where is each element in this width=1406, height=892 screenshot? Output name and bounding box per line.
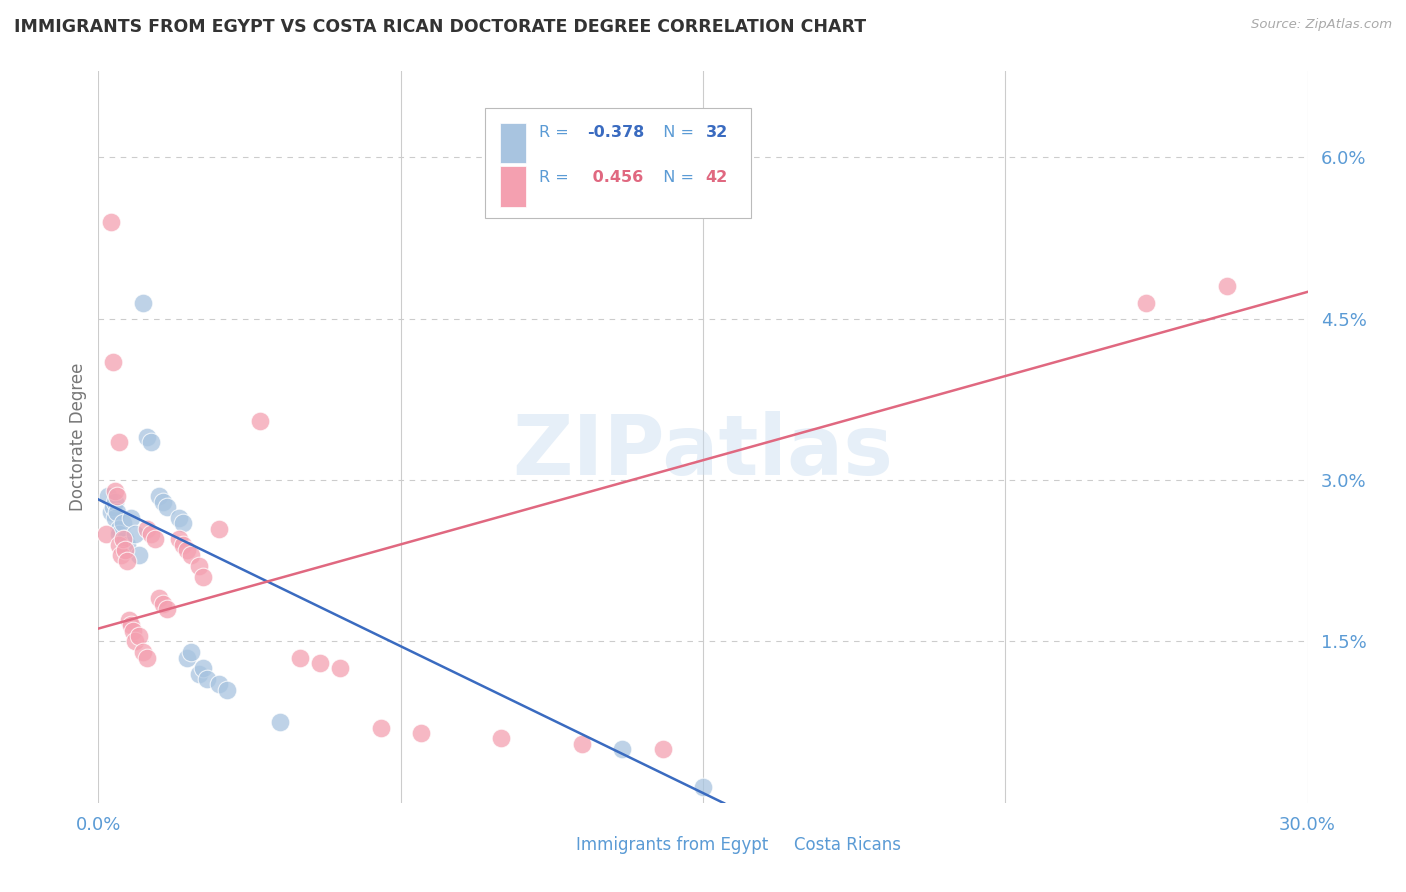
Point [571, 737, 593, 751]
Point [101, 500, 124, 514]
Bar [485, 108, 751, 218]
Point [188, 559, 211, 574]
Point [152, 494, 174, 508]
Point [96, 527, 118, 541]
Point [132, 295, 155, 310]
Point [156, 602, 179, 616]
Point [114, 543, 136, 558]
Text: ZIPatlas: ZIPatlas [513, 411, 893, 492]
Point [101, 355, 124, 369]
Point [124, 634, 146, 648]
Text: Source: ZipAtlas.com: Source: ZipAtlas.com [1251, 18, 1392, 31]
Point [180, 645, 202, 659]
Point [172, 538, 194, 552]
Point [115, 554, 138, 568]
Point [114, 533, 136, 547]
Point [309, 656, 332, 670]
Point [193, 661, 215, 675]
Point [612, 742, 634, 756]
Text: Costa Ricans: Costa Ricans [793, 836, 901, 855]
Text: 0.456: 0.456 [586, 170, 643, 186]
Point [115, 538, 138, 552]
Point [409, 726, 432, 740]
Point [329, 661, 352, 675]
Point [135, 430, 157, 444]
Y-axis label: Doctorate Degree: Doctorate Degree [69, 363, 87, 511]
Point [1216, 279, 1239, 293]
Point [105, 505, 128, 519]
Text: R =: R = [538, 170, 574, 186]
Text: 42: 42 [706, 170, 728, 186]
Point [143, 533, 166, 547]
Bar [758, 829, 787, 858]
Point [208, 677, 231, 691]
Point [176, 543, 198, 558]
Point [105, 489, 128, 503]
Point [111, 533, 134, 547]
Point [135, 521, 157, 535]
Point [217, 682, 239, 697]
Bar [501, 122, 526, 163]
Point [269, 715, 291, 730]
Point [107, 527, 129, 541]
Point [193, 570, 215, 584]
Bar [540, 829, 569, 858]
Point [1135, 295, 1157, 310]
Point [100, 215, 122, 229]
Text: R =: R = [538, 126, 574, 140]
Point [195, 672, 218, 686]
Point [208, 521, 231, 535]
Point [100, 505, 122, 519]
Text: N =: N = [654, 126, 700, 140]
Point [370, 721, 392, 735]
Point [167, 533, 190, 547]
Point [97, 489, 120, 503]
Bar [501, 167, 526, 207]
Point [139, 527, 162, 541]
Point [249, 414, 271, 428]
Point [121, 624, 143, 638]
Point [103, 494, 125, 508]
Text: 32: 32 [706, 126, 728, 140]
Point [180, 549, 202, 563]
Point [139, 435, 162, 450]
Point [288, 650, 311, 665]
Point [132, 645, 155, 659]
Point [156, 500, 179, 514]
Point [124, 527, 146, 541]
Point [128, 629, 150, 643]
Point [135, 650, 157, 665]
Point [152, 597, 174, 611]
Point [172, 516, 194, 530]
Point [176, 650, 198, 665]
Point [103, 483, 125, 498]
Point [107, 538, 129, 552]
Point [148, 489, 170, 503]
Point [148, 591, 170, 606]
Point [110, 549, 132, 563]
Text: -0.378: -0.378 [586, 126, 644, 140]
Point [128, 549, 150, 563]
Point [107, 521, 129, 535]
Point [120, 510, 142, 524]
Point [120, 618, 142, 632]
Point [107, 435, 129, 450]
Point [188, 666, 211, 681]
Text: Immigrants from Egypt: Immigrants from Egypt [576, 836, 768, 855]
Text: N =: N = [654, 170, 700, 186]
Point [111, 516, 134, 530]
Point [118, 613, 141, 627]
Point [692, 780, 714, 794]
Point [491, 731, 513, 746]
Text: IMMIGRANTS FROM EGYPT VS COSTA RICAN DOCTORATE DEGREE CORRELATION CHART: IMMIGRANTS FROM EGYPT VS COSTA RICAN DOC… [14, 18, 866, 36]
Point [103, 510, 125, 524]
Point [167, 510, 190, 524]
Point [651, 742, 673, 756]
